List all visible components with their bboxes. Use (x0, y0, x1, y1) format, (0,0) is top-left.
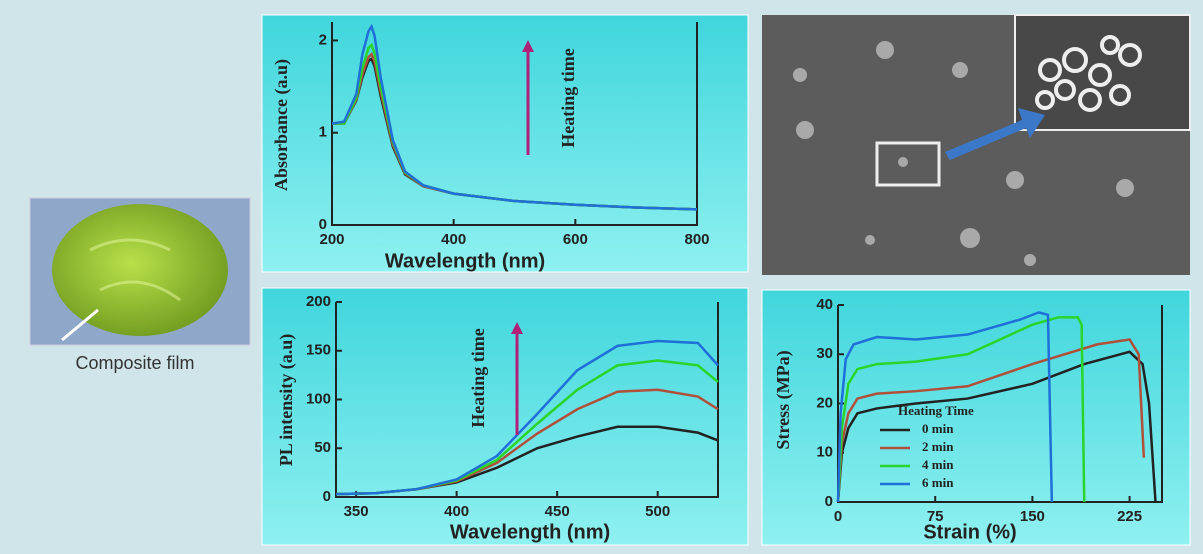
x-axis-label: Strain (%) (923, 521, 1016, 543)
y-axis-label: Stress (MPa) (773, 350, 794, 449)
y-tick-label: 0 (319, 216, 327, 233)
y-tick-label: 0 (323, 488, 331, 505)
x-tick-label: 350 (344, 503, 369, 520)
sem-image (762, 15, 1190, 275)
x-tick-label: 800 (684, 231, 709, 248)
legend-title: Heating Time (898, 403, 974, 418)
y-axis-label: PL intensity (a.u) (276, 334, 297, 467)
legend-label: 2 min (922, 439, 954, 454)
x-tick-label: 150 (1020, 508, 1045, 525)
y-tick-label: 0 (825, 493, 833, 510)
x-tick-label: 400 (441, 231, 466, 248)
x-tick-label: 0 (834, 508, 842, 525)
legend-label: 0 min (922, 421, 954, 436)
x-tick-label: 225 (1117, 508, 1142, 525)
x-tick-label: 450 (545, 503, 570, 520)
y-tick-label: 200 (306, 293, 331, 310)
caption: Composite film (75, 353, 194, 373)
photo (30, 198, 250, 345)
x-tick-label: 400 (444, 503, 469, 520)
x-axis-label: Wavelength (nm) (450, 521, 610, 543)
legend-label: 4 min (922, 457, 954, 472)
y-axis-label: Absorbance (a.u) (271, 59, 292, 191)
legend-label: 6 min (922, 475, 954, 490)
figure: Composite film 200400600800012Wavelength… (0, 0, 1203, 554)
panel (262, 288, 748, 545)
annotation: Heating time (468, 328, 488, 427)
y-tick-label: 10 (816, 444, 833, 461)
x-axis-label: Wavelength (nm) (385, 250, 545, 272)
y-tick-label: 150 (306, 342, 331, 359)
y-tick-label: 100 (306, 390, 331, 407)
x-tick-label: 500 (645, 503, 670, 520)
y-tick-label: 50 (314, 439, 331, 456)
y-tick-label: 2 (319, 31, 327, 48)
y-tick-label: 30 (816, 345, 833, 362)
annotation: Heating time (558, 48, 578, 147)
x-tick-label: 200 (319, 231, 344, 248)
x-tick-label: 600 (563, 231, 588, 248)
y-tick-label: 40 (816, 296, 833, 313)
y-tick-label: 20 (816, 394, 833, 411)
y-tick-label: 1 (319, 124, 327, 141)
